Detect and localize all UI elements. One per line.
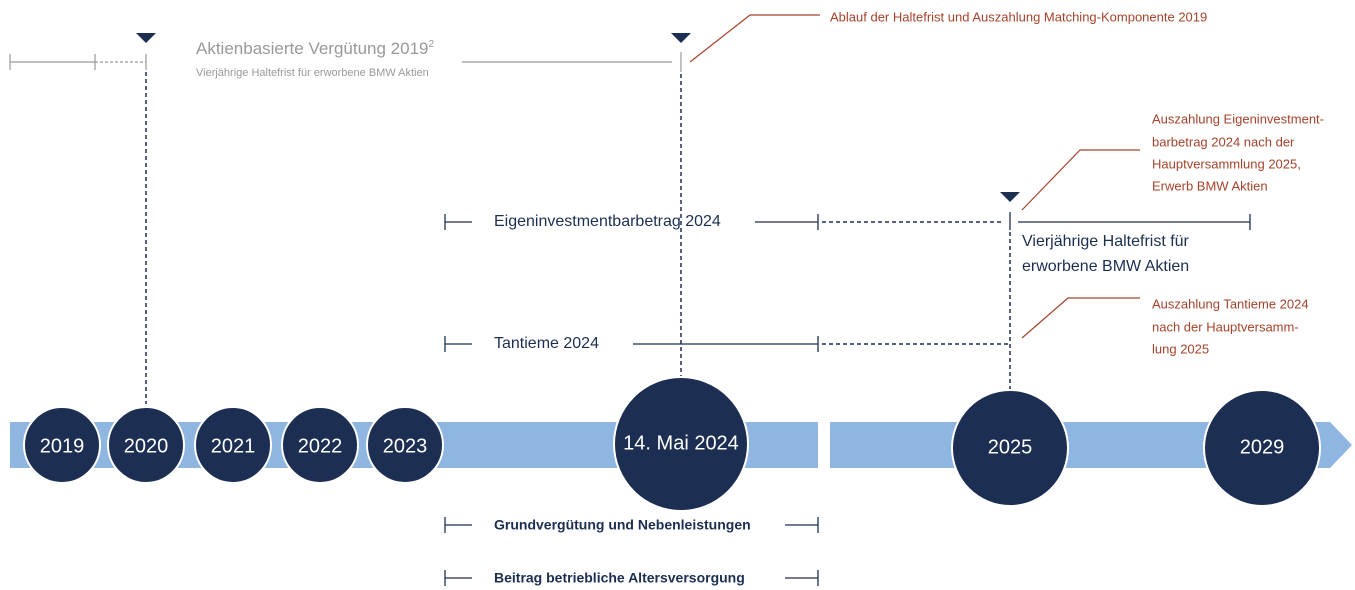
- year-label: 14. Mai 2024: [623, 432, 739, 454]
- tantieme-row: [444, 336, 1008, 352]
- share-plan-lines: [9, 33, 691, 404]
- year-label: 2020: [124, 435, 169, 457]
- callout-text: Erwerb BMW Aktien: [1152, 178, 1268, 193]
- callout-leader: [1021, 297, 1140, 339]
- bar-label: Beitrag betriebliche Altersversorgung: [494, 570, 745, 586]
- year-label: 2029: [1240, 436, 1285, 458]
- bottom-rows: [444, 517, 819, 586]
- bar-label: Grundvergütung und Nebenleistungen: [494, 517, 751, 533]
- bar-label: Tantieme 2024: [494, 335, 599, 352]
- eigeninvest-row: [444, 192, 1251, 392]
- holding-text: Vierjährige Haltefrist für: [1022, 233, 1190, 250]
- share-plan-title: Aktienbasierte Vergütung 20192: [196, 39, 435, 59]
- callout-text: lung 2025: [1152, 341, 1209, 356]
- callout-text: Auszahlung Eigeninvestment-: [1152, 111, 1324, 126]
- callout-text: barbetrag 2024 nach der: [1152, 134, 1295, 149]
- bar-label: Eigeninvestmentbarbetrag 2024: [494, 213, 721, 230]
- year-circles: [23, 376, 1321, 512]
- callout-text: Hauptversammlung 2025,: [1152, 156, 1301, 171]
- callout-text: Ablauf der Haltefrist und Auszahlung Mat…: [830, 9, 1207, 24]
- callout-text: Auszahlung Tantieme 2024: [1152, 296, 1309, 311]
- year-label: 2021: [211, 435, 256, 457]
- holding-text: erworbene BMW Aktien: [1022, 258, 1189, 275]
- year-label: 2025: [988, 436, 1033, 458]
- callout-text: nach der Hauptversamm-: [1152, 319, 1299, 334]
- year-label: 2019: [40, 435, 85, 457]
- year-label: 2023: [383, 435, 428, 457]
- callout-leader: [1021, 149, 1140, 211]
- callout-leader: [689, 14, 820, 63]
- share-plan-subtitle: Vierjährige Haltefrist für erworbene BMW…: [196, 67, 429, 79]
- year-label: 2022: [298, 435, 343, 457]
